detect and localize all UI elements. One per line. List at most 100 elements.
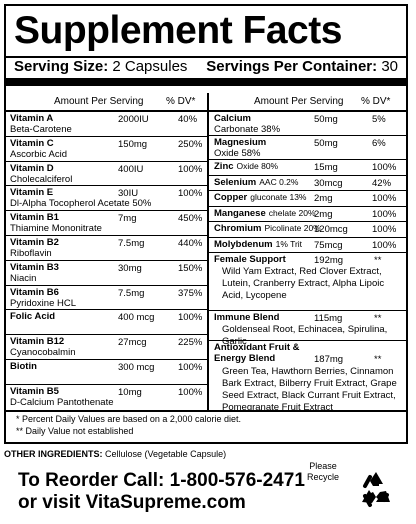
row-divider [6,284,207,286]
please-recycle-text: Please Recycle [306,461,339,482]
row-divider [6,160,207,162]
nutrient-name: Calcium [214,113,251,124]
right-row-name: Manganese chelate 20% [214,208,316,219]
row-divider [209,221,406,222]
row-divider [6,309,207,311]
footnote-rule [6,410,406,412]
column-divider [207,93,209,411]
nutrient-dv: 40% [178,114,198,125]
nutrient-dv: 250% [178,138,203,150]
nutrient-dv: 100% [178,386,203,398]
left-row-name: Vitamin B3 Niacin [10,262,59,284]
nutrient-name: Vitamin B12 [10,336,65,348]
nutrient-source: Niacin [10,272,37,284]
nutrient-name: Folic Acid [10,311,56,323]
nutrient-name: Selenium [214,176,257,188]
nutrient-amount: 2mg [314,208,333,220]
right-amount-header: Amount Per Serving [254,96,344,107]
nutrient-dv: 42% [372,177,392,189]
nutrient-name: Manganese [214,207,266,219]
nutrient-dv: 100% [372,208,397,220]
row-divider [209,205,406,207]
nutrient-source: gluconate 13% [250,192,307,202]
nutrient-name: Vitamin C [10,137,54,149]
nutrient-source: Dl-Alpha Tocopherol Acetate 50% [10,198,152,210]
other-ingredients-value: Cellulose (Vegetable Capsule) [105,449,227,459]
nutrient-name: Vitamin B2 [10,237,59,248]
blend-dv: ** [374,255,382,266]
nutrient-dv: 100% [372,193,397,204]
nutrient-amount: 7.5mg [118,287,145,299]
nutrient-name: Vitamin B3 [10,261,59,273]
thick-rule [6,78,406,86]
nutrient-dv: 225% [178,337,203,349]
nutrient-source: Pyridoxine HCL [10,297,76,309]
left-row-name: Vitamin C Ascorbic Acid [10,138,67,160]
nutrient-name: Vitamin B6 [10,286,59,298]
footnote-dv: * Percent Daily Values are based on a 2,… [16,414,241,424]
row-divider [6,259,207,261]
nutrient-name: Chromium [214,223,262,234]
left-amount-header: Amount Per Serving [54,96,144,107]
footnote-not-established: ** Daily Value not established [16,426,134,436]
nutrient-source: Picolinate 20% [264,223,321,233]
nutrient-source: Carbonate 38% [214,124,281,135]
nutrient-amount: 15mg [314,162,338,173]
nutrient-amount: 2000IU [118,114,149,125]
nutrient-amount: 27mcg [118,337,147,349]
nutrient-amount: 150mg [118,138,148,150]
row-divider [6,210,207,212]
nutrient-dv: 150% [178,262,203,274]
blend-ingredients: Wild Yam Extract, Red Clover Extract, Lu… [222,266,385,301]
nutrient-dv: 375% [178,287,203,299]
servings-per-container: Servings Per Container: 30 [206,58,398,75]
row-divider [209,159,406,160]
row-divider [209,190,406,191]
blend-dv: ** [374,354,382,365]
other-ingredients-label: OTHER INGREDIENTS: [4,449,103,459]
nutrient-amount: 50mg [314,138,338,149]
right-row-name: Copper gluconate 13% [214,192,307,203]
nutrient-amount: 75mcg [314,239,343,251]
nutrient-name: Biotin [10,361,37,372]
right-row-name: Selenium AAC 0.2% [214,177,298,188]
nutrient-name: Vitamin E [10,187,54,199]
row-divider [6,383,207,385]
row-divider [6,235,207,236]
nutrient-dv: 100% [178,312,203,324]
blend-amount: 187mg [314,354,344,365]
row-divider [209,310,406,311]
row-divider [209,252,406,253]
row-divider [209,236,406,238]
row-divider [209,135,406,136]
nutrient-name: Vitamin B1 [10,212,59,224]
left-row-name: Vitamin B1 Thiamine Mononitrate [10,212,102,234]
nutrient-amount: 7mg [118,213,137,225]
nutrient-dv: 440% [178,238,203,249]
nutrient-source: Oxide 58% [214,148,261,159]
row-divider [6,135,207,137]
left-row-name: Vitamin B2 Riboflavin [10,237,59,259]
reorder-info: To Reorder Call: 1-800-576-2471 or visit… [18,470,305,514]
nutrient-amount: 30IU [118,188,139,200]
nutrient-amount: 10mg [118,386,142,398]
blend-dv: ** [374,313,382,324]
left-row-name: Vitamin B5 D-Calcium Pantothenate [10,386,114,408]
nutrient-name: Vitamin D [10,162,54,174]
nutrient-amount: 50mg [314,114,338,125]
nutrient-source: D-Calcium Pantothenate [10,396,114,408]
nutrient-dv: 100% [178,163,203,175]
row-divider [6,359,207,360]
nutrient-amount: 300 mcg [118,362,155,373]
nutrient-dv: 5% [372,114,386,125]
nutrient-source: Cyanocobalmin [10,347,76,359]
blend-amount: 115mg [314,313,343,324]
left-dv-header: % DV* [166,96,196,107]
left-row-name: Biotin [10,361,37,372]
row-divider [209,340,406,341]
nutrient-amount: 2mg [314,193,333,204]
supplement-facts-panel: Supplement Facts Serving Size: 2 Capsule… [4,4,408,444]
nutrient-amount: 7.5mg [118,238,145,249]
reorder-website: or visit VitaSupreme.com [18,492,246,513]
nutrient-dv: 100% [178,362,203,373]
